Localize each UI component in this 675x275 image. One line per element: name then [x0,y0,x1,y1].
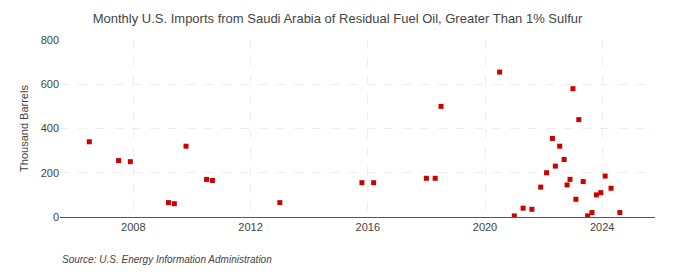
svg-text:0: 0 [53,211,59,223]
svg-text:2020: 2020 [473,221,497,233]
svg-text:200: 200 [41,167,59,179]
svg-text:2008: 2008 [121,221,145,233]
svg-text:Thousand Barrels: Thousand Barrels [18,85,30,172]
svg-text:600: 600 [41,78,59,90]
svg-text:Monthly U.S. Imports from Saud: Monthly U.S. Imports from Saudi Arabia o… [93,11,583,26]
svg-text:2024: 2024 [590,221,614,233]
svg-text:2012: 2012 [238,221,262,233]
svg-text:Source: U.S. Energy Informatio: Source: U.S. Energy Information Administ… [62,254,272,265]
svg-text:800: 800 [41,34,59,46]
svg-text:400: 400 [41,122,59,134]
svg-text:2016: 2016 [356,221,380,233]
